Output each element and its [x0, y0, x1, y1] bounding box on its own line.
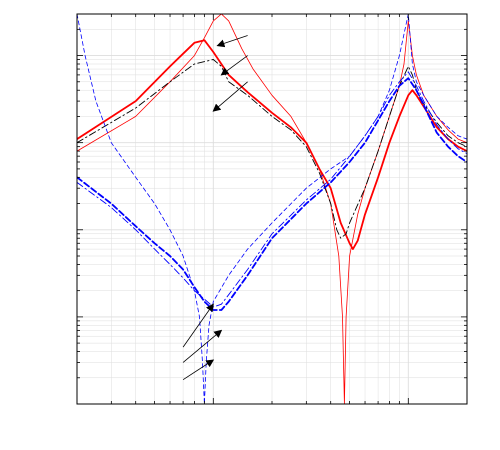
series-line-blue-thick-dashed [77, 77, 467, 311]
annotation-layer [182, 35, 248, 381]
grid-layer [76, 13, 468, 405]
arrow-lower-2 [182, 329, 223, 363]
series-line-red-thin-solid [77, 14, 467, 404]
arrow-upper-3 [212, 81, 248, 112]
arrow-lower-1 [182, 303, 214, 348]
axis-layer [76, 13, 468, 405]
series-layer [77, 14, 467, 404]
arrow-lower-3 [182, 359, 215, 381]
plot-frame [76, 13, 468, 405]
series-line-blue-dashdot [77, 71, 467, 308]
arrow-upper-2 [220, 55, 248, 76]
arrow-upper-1 [216, 35, 248, 48]
series-line-blue-thin-dashed [77, 14, 467, 404]
